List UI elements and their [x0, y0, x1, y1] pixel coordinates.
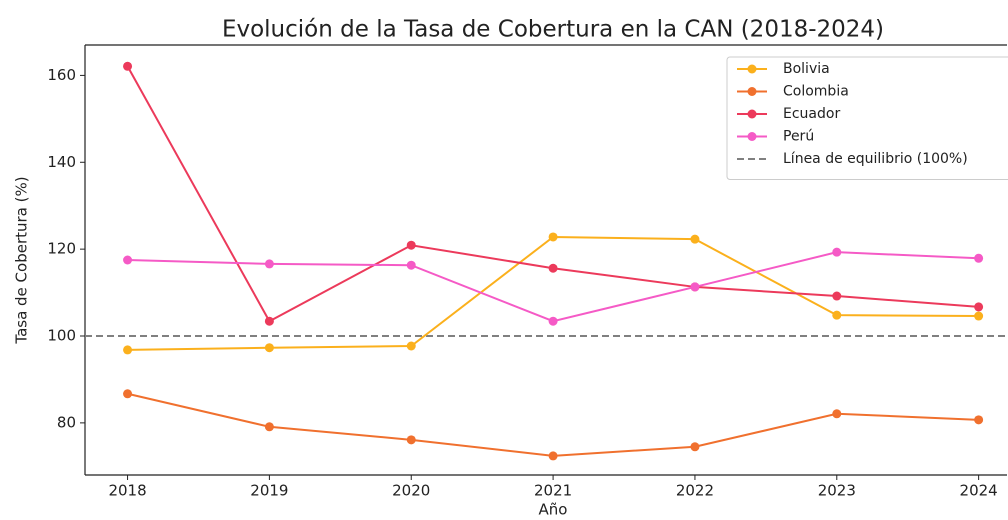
point	[974, 253, 984, 263]
legend-marker	[747, 87, 757, 96]
point	[974, 302, 984, 312]
point	[690, 442, 700, 452]
legend-marker	[747, 64, 757, 74]
x-tick-label: 2020	[392, 482, 430, 500]
x-tick-label: 2021	[534, 482, 572, 500]
legend-marker	[747, 132, 757, 141]
x-tick-label: 2022	[676, 482, 714, 500]
point	[264, 316, 274, 326]
y-tick-label: 140	[47, 153, 76, 171]
chart-title: Evolución de la Tasa de Cobertura en la …	[222, 17, 884, 43]
point	[548, 263, 558, 273]
point	[123, 61, 133, 71]
point	[548, 316, 558, 326]
point	[832, 310, 842, 320]
point	[690, 234, 700, 244]
y-tick-label: 80	[57, 413, 76, 431]
point	[548, 451, 558, 461]
series-line	[127, 235, 979, 351]
point	[264, 422, 274, 432]
y-tick-label: 160	[47, 66, 76, 84]
point	[832, 247, 842, 257]
series-line	[127, 251, 979, 323]
point	[974, 311, 984, 321]
legend-marker	[747, 109, 757, 119]
point	[974, 415, 984, 425]
point	[123, 389, 133, 399]
point	[406, 240, 416, 250]
point	[690, 282, 700, 292]
legend-label: Línea de equilibrio (100%)	[783, 151, 968, 167]
point	[406, 260, 416, 270]
point	[123, 255, 133, 265]
x-axis-label: Año	[539, 501, 568, 519]
legend-box	[726, 56, 1008, 180]
legend-label: Perú	[783, 129, 814, 145]
legend-label: Ecuador	[783, 106, 840, 122]
point	[406, 341, 416, 351]
x-tick-label: 2024	[960, 482, 998, 500]
y-tick-label: 100	[47, 327, 76, 345]
y-tick-label: 120	[47, 240, 76, 258]
point	[548, 232, 558, 242]
legend-label: Colombia	[783, 84, 849, 100]
x-tick-label: 2023	[818, 482, 856, 500]
point	[832, 409, 842, 419]
point	[264, 259, 274, 269]
legend-label: Bolivia	[783, 61, 830, 77]
point	[264, 343, 274, 353]
x-tick-label: 2018	[108, 482, 146, 500]
y-axis-label: Tasa de Cobertura (%)	[13, 176, 31, 344]
x-tick-label: 2019	[250, 482, 288, 500]
point	[832, 291, 842, 301]
series-line	[127, 392, 979, 457]
point	[406, 435, 416, 445]
point	[123, 345, 133, 355]
